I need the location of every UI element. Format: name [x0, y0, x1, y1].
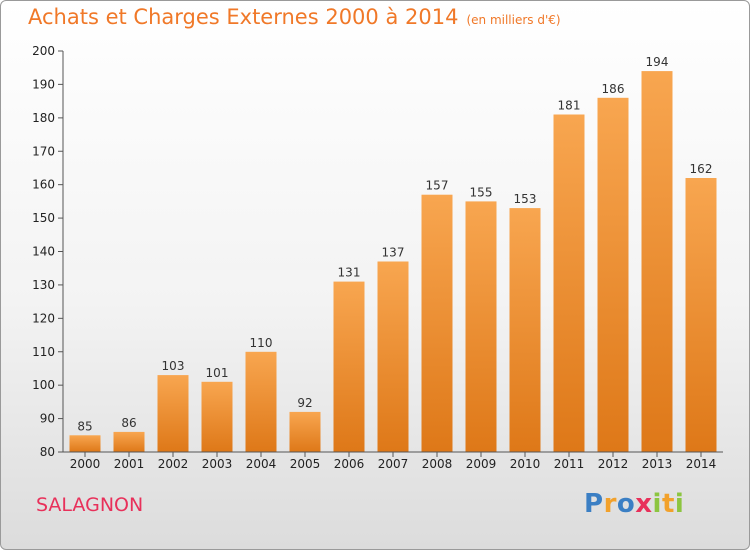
- y-tick-label: 200: [32, 44, 55, 58]
- y-tick-label: 110: [32, 345, 55, 359]
- x-tick-label: 2001: [114, 457, 145, 471]
- y-tick-label: 160: [32, 178, 55, 192]
- x-tick-label: 2002: [158, 457, 189, 471]
- y-tick-label: 170: [32, 144, 55, 158]
- bar: [113, 431, 145, 452]
- y-tick-label: 90: [40, 412, 55, 426]
- bar-value-label: 194: [646, 55, 669, 69]
- logo-letter: o: [616, 489, 636, 519]
- bar: [509, 208, 541, 452]
- x-tick-label: 2009: [466, 457, 497, 471]
- x-tick-label: 2011: [554, 457, 585, 471]
- proxiti-logo: Proxiti: [584, 489, 684, 519]
- bar: [553, 114, 585, 452]
- logo-letter: i: [652, 489, 662, 519]
- y-tick-label: 120: [32, 311, 55, 325]
- bar-value-label: 157: [426, 179, 449, 193]
- x-tick-label: 2007: [378, 457, 409, 471]
- x-tick-label: 2014: [686, 457, 717, 471]
- bar-value-label: 181: [558, 99, 581, 113]
- bar: [641, 71, 673, 452]
- bar-value-label: 101: [206, 366, 229, 380]
- y-tick-label: 130: [32, 278, 55, 292]
- bars: 85 86 103 101 110 92 131 137 157 155 153 181 186 194 1…: [69, 55, 717, 453]
- logo-letter: x: [635, 489, 653, 519]
- bar-value-label: 153: [514, 192, 537, 206]
- x-tick-label: 2013: [642, 457, 673, 471]
- bar: [289, 411, 321, 452]
- chart-title-text: Achats et Charges Externes 2000 à 2014: [28, 5, 459, 29]
- bar-value-label: 137: [382, 246, 405, 260]
- bar-value-label: 155: [470, 185, 493, 199]
- x-tick-label: 2010: [510, 457, 541, 471]
- logo-letter: P: [584, 489, 604, 519]
- logo-letter: t: [661, 489, 675, 519]
- bar-value-label: 85: [77, 419, 92, 433]
- x-tick-label: 2012: [598, 457, 629, 471]
- y-tick-label: 100: [32, 378, 55, 392]
- y-tick-label: 140: [32, 245, 55, 259]
- x-tick-label: 2000: [70, 457, 101, 471]
- y-tick-label: 80: [40, 445, 55, 459]
- bar: [685, 178, 717, 452]
- x-tick-label: 2005: [290, 457, 321, 471]
- logo-letter: i: [674, 489, 685, 519]
- bar: [333, 281, 365, 452]
- bar: [421, 194, 453, 452]
- bar: [157, 375, 189, 452]
- bar: [377, 261, 409, 452]
- bar-value-label: 110: [250, 336, 273, 350]
- bar-value-label: 186: [602, 82, 625, 96]
- bar-value-label: 162: [690, 162, 713, 176]
- bar: [245, 351, 277, 453]
- x-tick-label: 2006: [334, 457, 365, 471]
- logo-letter: r: [603, 489, 617, 519]
- y-tick-label: 190: [32, 77, 55, 91]
- x-tick-label: 2008: [422, 457, 453, 471]
- y-axis: 80 90 100 110 120 130 140 150 160 170 180 190 200: [32, 44, 64, 459]
- chart-subtitle: (en milliers d'€): [466, 13, 561, 27]
- bar-value-label: 92: [297, 396, 312, 410]
- bar-value-label: 103: [162, 359, 185, 373]
- bar-value-label: 131: [338, 266, 361, 280]
- commune-name: SALAGNON: [36, 494, 144, 516]
- chart-title: Achats et Charges Externes 2000 à 2014 (e…: [28, 5, 561, 29]
- bar: [201, 381, 233, 452]
- bar-value-label: 86: [121, 416, 136, 430]
- bar: [597, 97, 629, 453]
- x-tick-label: 2003: [202, 457, 233, 471]
- x-tick-label: 2004: [246, 457, 277, 471]
- x-axis: 2000 2001 2002 2003 2004 2005 2006 2007 2008 2009…: [63, 451, 723, 471]
- y-tick-label: 150: [32, 211, 55, 225]
- bar: [465, 201, 497, 452]
- bar: [69, 435, 101, 452]
- y-tick-label: 180: [32, 111, 55, 125]
